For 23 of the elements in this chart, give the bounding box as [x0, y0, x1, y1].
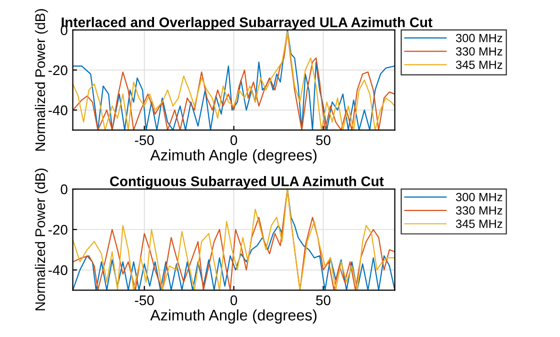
x-tick-label: 0 [230, 135, 238, 146]
x-axis-title: Azimuth Angle (degrees) [150, 149, 317, 164]
y-axis-title: Normalized Power (dB) [34, 168, 48, 310]
x-tick-label: 50 [316, 295, 330, 306]
legend-label: 345 MHz [456, 60, 502, 69]
line-series [72, 189, 395, 290]
x-tick-label: -50 [134, 135, 154, 146]
y-tick-label: -20 [48, 65, 68, 76]
y-tick-label: -40 [48, 105, 68, 116]
y-tick-label: 0 [60, 184, 68, 194]
y-axis-title: Normalized Power (dB) [34, 9, 48, 151]
legend-label: 345 MHz [456, 220, 502, 228]
legend-label: 300 MHz [456, 34, 502, 42]
y-tick-label: -20 [48, 224, 68, 235]
legend-label: 300 MHz [456, 192, 502, 202]
chart-title: Contiguous Subarrayed ULA Azimuth Cut [110, 176, 384, 190]
y-tick-label: -40 [48, 265, 68, 276]
x-tick-label: -50 [134, 295, 154, 306]
legend-label: 330 MHz [456, 47, 502, 56]
x-tick-label: 0 [230, 295, 238, 306]
legend-label: 330 MHz [456, 206, 502, 215]
x-axis-title: Azimuth Angle (degrees) [150, 309, 317, 324]
x-tick-label: 50 [316, 135, 330, 146]
